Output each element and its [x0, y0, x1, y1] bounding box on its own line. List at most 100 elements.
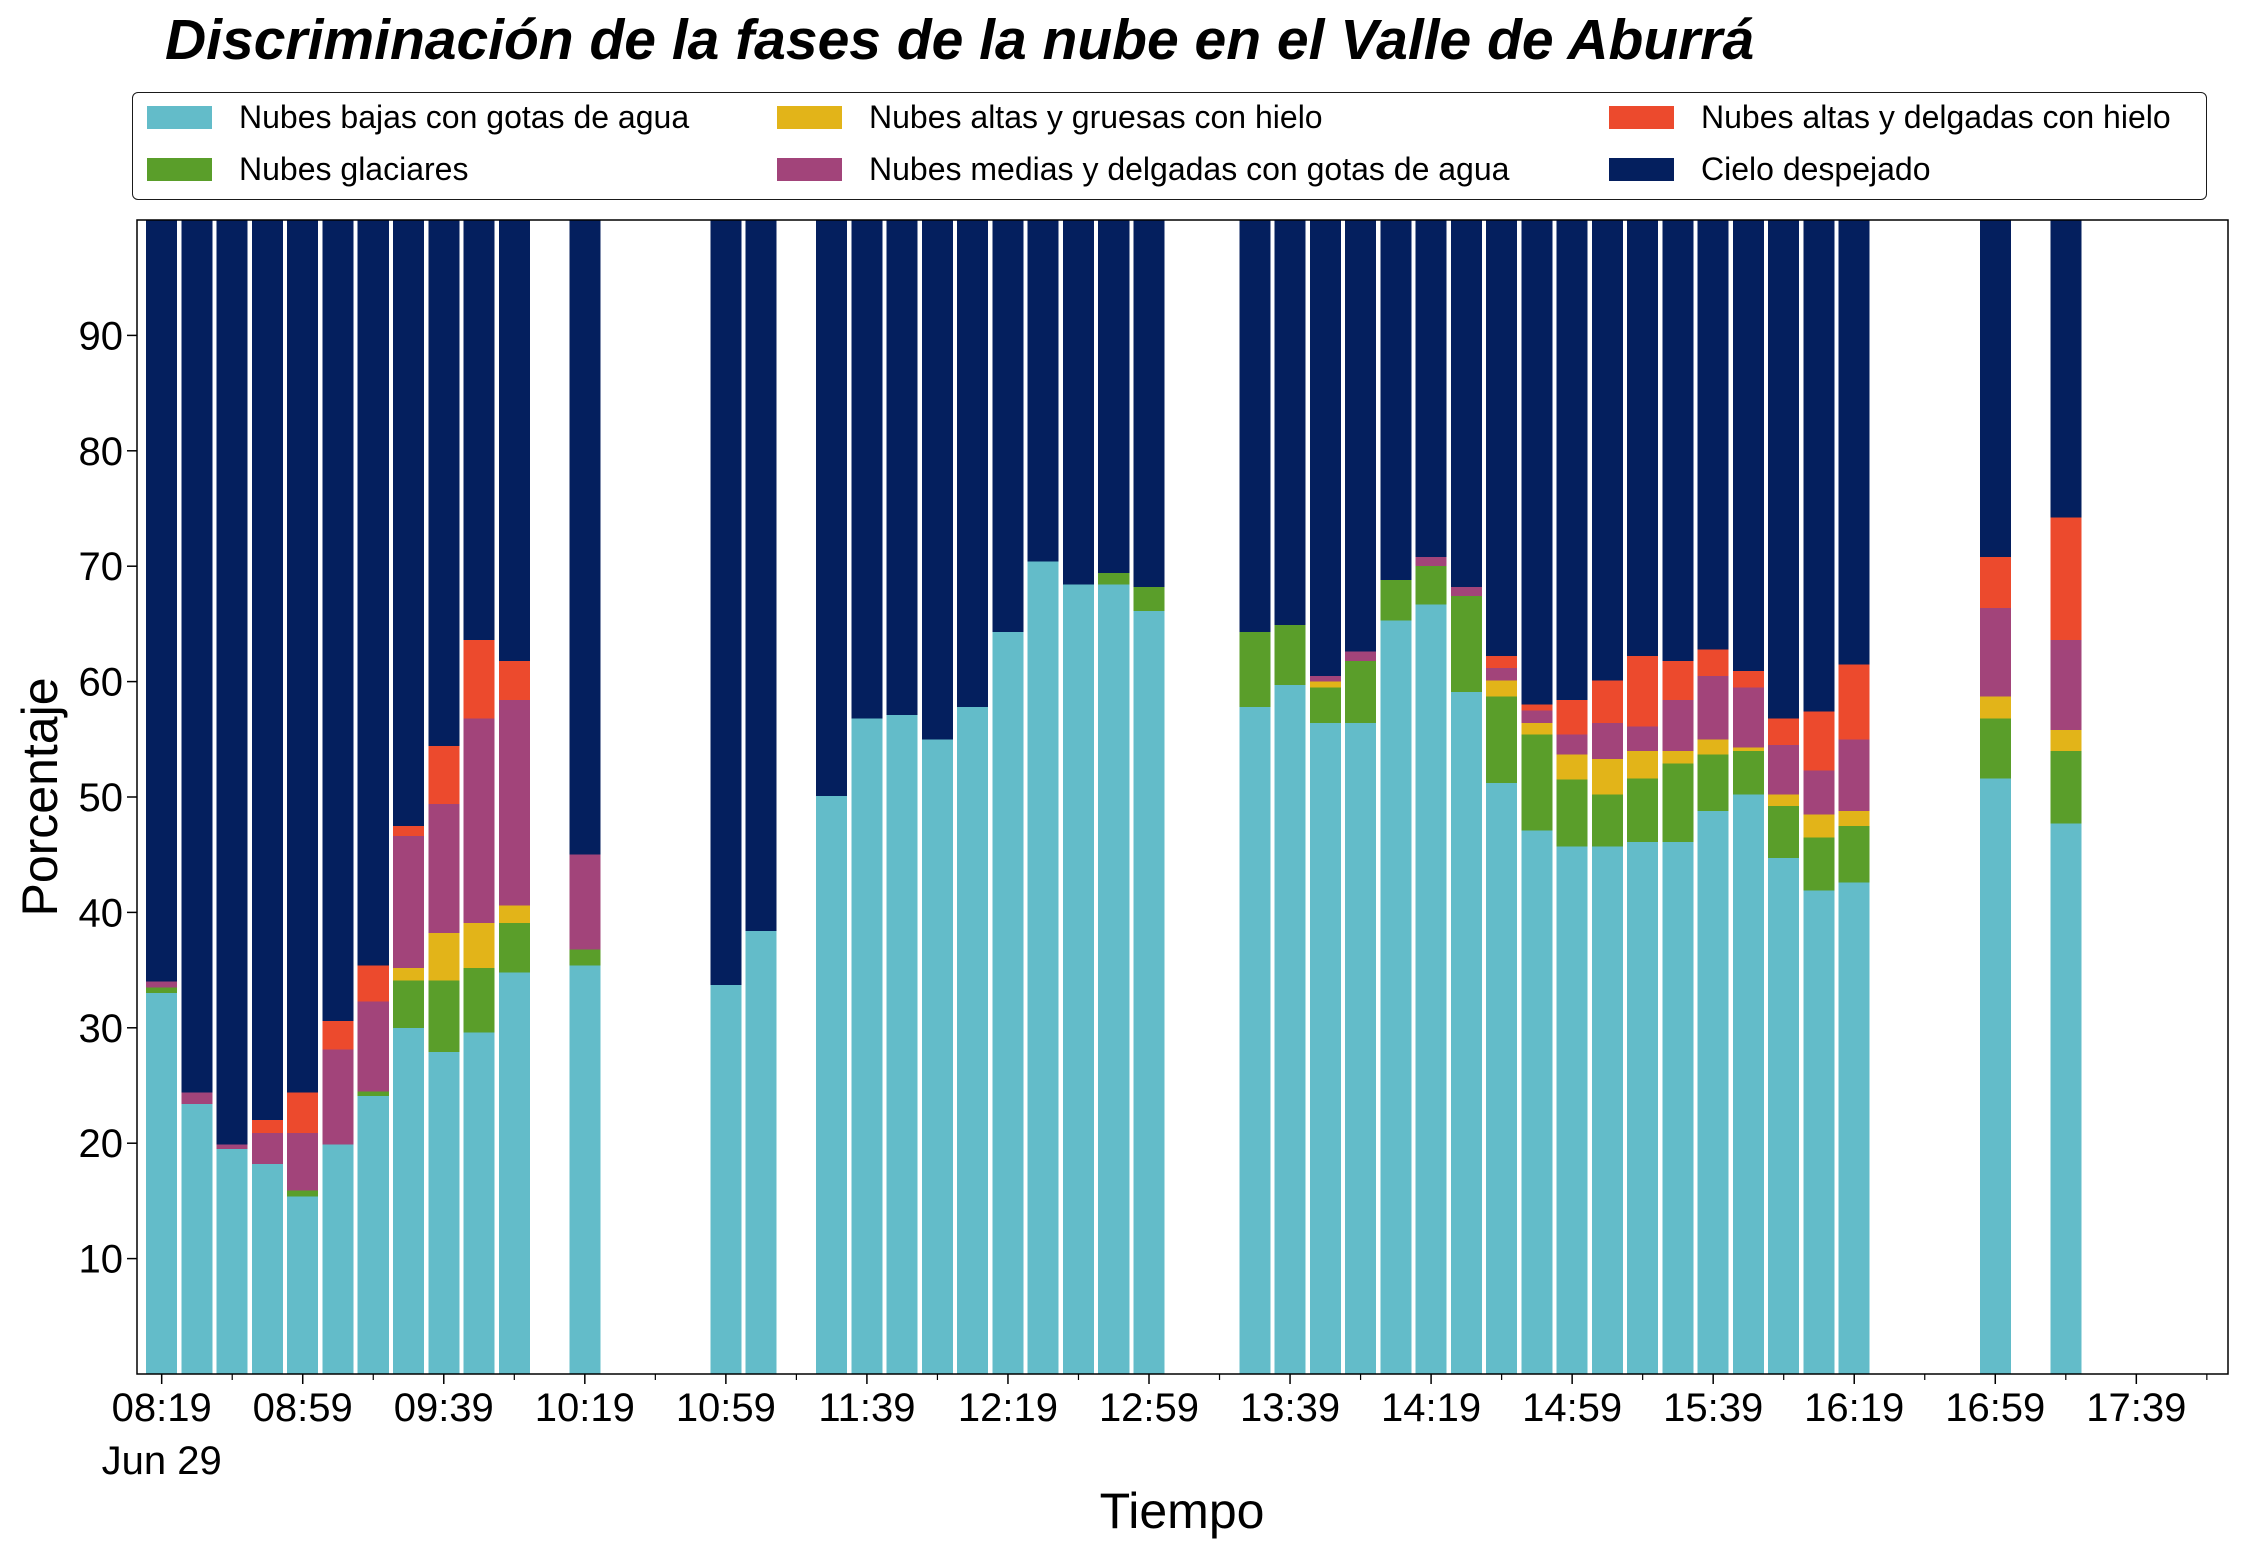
bar-nubes-altas-y-gruesas-con-hielo-1529: [1662, 750, 1694, 764]
bar-cielo-despejado-1149: [886, 220, 918, 716]
bar-nubes-altas-y-delgadas-con-hielo-0959: [498, 660, 530, 701]
bar-nubes-bajas-con-gotas-de-agua-1329: [1239, 706, 1271, 1374]
bar-nubes-altas-y-delgadas-con-hielo-1719: [2050, 517, 2082, 641]
bar-nubes-medias-y-delgadas-con-gotas-de-agua-1609: [1803, 770, 1835, 815]
bar-cielo-despejado-1349: [1309, 220, 1341, 676]
bar-cielo-despejado-1559: [1768, 220, 1800, 719]
bar-nubes-bajas-con-gotas-de-agua-0959: [498, 972, 530, 1374]
bar-nubes-medias-y-delgadas-con-gotas-de-agua-1559: [1768, 745, 1800, 795]
bar-nubes-medias-y-delgadas-con-gotas-de-agua-1449: [1521, 710, 1553, 724]
bar-nubes-medias-y-delgadas-con-gotas-de-agua-0829: [181, 1092, 213, 1104]
bar-nubes-altas-y-gruesas-con-hielo-0959: [498, 905, 530, 923]
bar-nubes-bajas-con-gotas-de-agua-1529: [1662, 842, 1694, 1374]
bar-nubes-glaciares-1559: [1768, 806, 1800, 859]
x-tick-label: 14:19: [1381, 1386, 1481, 1430]
bar-nubes-altas-y-gruesas-con-hielo-1659: [1979, 696, 2011, 719]
y-tick-label: 30: [79, 1007, 124, 1051]
y-tick-label: 80: [79, 430, 124, 474]
x-tick-label: 14:59: [1522, 1386, 1622, 1430]
bar-nubes-bajas-con-gotas-de-agua-1409: [1380, 620, 1412, 1374]
bar-nubes-glaciares-1409: [1380, 580, 1412, 621]
legend-swatch: [147, 157, 212, 181]
bar-cielo-despejado-1259: [1133, 220, 1165, 587]
x-tick-label: 12:59: [1099, 1386, 1199, 1430]
legend-label: Nubes altas y delgadas con hielo: [1701, 99, 2171, 135]
bar-nubes-altas-y-gruesas-con-hielo-1609: [1803, 814, 1835, 838]
legend-swatch: [777, 157, 842, 181]
bar-nubes-bajas-con-gotas-de-agua-1459: [1556, 846, 1588, 1374]
legend-swatch: [1609, 105, 1674, 129]
bar-cielo-despejado-1549: [1732, 220, 1764, 672]
bar-nubes-medias-y-delgadas-con-gotas-de-agua-1549: [1732, 687, 1764, 748]
bar-nubes-glaciares-0929: [393, 980, 425, 1028]
legend-swatch: [777, 105, 842, 129]
bar-cielo-despejado-0849: [251, 220, 283, 1121]
bar-nubes-altas-y-gruesas-con-hielo-1619: [1838, 810, 1870, 826]
bar-nubes-bajas-con-gotas-de-agua-0939: [428, 1052, 460, 1374]
bar-cielo-despejado-1209: [957, 220, 989, 707]
bar-nubes-altas-y-delgadas-con-hielo-1459: [1556, 700, 1588, 735]
bar-nubes-bajas-con-gotas-de-agua-1339: [1274, 685, 1306, 1374]
bar-cielo-despejado-0949: [463, 220, 495, 641]
bar-nubes-glaciares-1509: [1591, 794, 1623, 847]
legend-item-nubes-altas-delgadas: Nubes altas y delgadas con hielo: [1609, 99, 2171, 135]
legend-label: Nubes glaciares: [239, 151, 469, 187]
x-tick-label: 15:39: [1663, 1386, 1763, 1430]
bar-nubes-altas-y-gruesas-con-hielo-1539: [1697, 739, 1729, 755]
bar-nubes-medias-y-delgadas-con-gotas-de-agua-0819: [146, 981, 178, 988]
legend-item-nubes-medias-delgadas: Nubes medias y delgadas con gotas de agu…: [777, 151, 1509, 187]
bar-nubes-medias-y-delgadas-con-gotas-de-agua-0859: [287, 1132, 319, 1191]
bar-nubes-altas-y-delgadas-con-hielo-0859: [287, 1092, 319, 1133]
bar-nubes-altas-y-delgadas-con-hielo-0929: [393, 825, 425, 837]
bar-nubes-medias-y-delgadas-con-gotas-de-agua-1429: [1450, 586, 1482, 597]
bar-nubes-altas-y-delgadas-con-hielo-0949: [463, 640, 495, 719]
bar-cielo-despejado-1719: [2050, 220, 2082, 518]
legend: Nubes bajas con gotas de agua Nubes glac…: [132, 92, 2207, 200]
bar-nubes-bajas-con-gotas-de-agua-1449: [1521, 830, 1553, 1374]
bar-nubes-glaciares-1439: [1486, 696, 1518, 784]
bar-nubes-altas-y-gruesas-con-hielo-1559: [1768, 794, 1800, 807]
bar-nubes-bajas-con-gotas-de-agua-1209: [957, 706, 989, 1374]
legend-item-nubes-bajas: Nubes bajas con gotas de agua: [147, 99, 689, 135]
bar-cielo-despejado-1539: [1697, 220, 1729, 650]
bar-nubes-glaciares-1449: [1521, 734, 1553, 831]
bar-nubes-glaciares-1019: [569, 949, 601, 966]
x-tick-label: 16:19: [1804, 1386, 1904, 1430]
bar-nubes-glaciares-0919: [357, 1091, 389, 1096]
x-tick-label: 11:39: [818, 1386, 915, 1430]
bar-nubes-altas-y-gruesas-con-hielo-1719: [2050, 730, 2082, 751]
bar-nubes-bajas-con-gotas-de-agua-0839: [216, 1148, 248, 1374]
bar-cielo-despejado-1339: [1274, 220, 1306, 626]
x-tick-label: 17:39: [2086, 1386, 2186, 1430]
bar-nubes-altas-y-delgadas-con-hielo-1539: [1697, 649, 1729, 676]
bar-nubes-altas-y-gruesas-con-hielo-1439: [1486, 680, 1518, 697]
bar-nubes-glaciares-1359: [1345, 660, 1377, 724]
bar-nubes-glaciares-0859: [287, 1190, 319, 1197]
x-tick-label: 16:59: [1945, 1386, 2045, 1430]
bar-nubes-glaciares-1419: [1415, 566, 1447, 605]
bar-nubes-altas-y-delgadas-con-hielo-0919: [357, 965, 389, 1002]
legend-label: Nubes medias y delgadas con gotas de agu…: [869, 151, 1510, 187]
bar-cielo-despejado-0829: [181, 220, 213, 1093]
bar-nubes-bajas-con-gotas-de-agua-1139: [851, 718, 883, 1374]
bar-nubes-bajas-con-gotas-de-agua-1149: [886, 715, 918, 1374]
x-tick-label: 08:19: [112, 1386, 212, 1430]
bar-nubes-medias-y-delgadas-con-gotas-de-agua-0849: [251, 1132, 283, 1164]
x-tick-label: 09:39: [394, 1386, 494, 1430]
bar-nubes-glaciares-1249: [1098, 573, 1130, 585]
bar-nubes-bajas-con-gotas-de-agua-1109: [745, 930, 777, 1374]
bar-nubes-medias-y-delgadas-con-gotas-de-agua-1519: [1627, 726, 1659, 751]
bar-cielo-despejado-1159: [921, 220, 953, 740]
y-tick-label: 70: [79, 545, 124, 589]
bars-group: [146, 220, 2082, 1374]
bar-cielo-despejado-0859: [287, 220, 319, 1093]
bar-nubes-bajas-con-gotas-de-agua-1129: [816, 795, 848, 1374]
bar-nubes-glaciares-1539: [1697, 754, 1729, 811]
bar-cielo-despejado-1359: [1345, 220, 1377, 652]
bar-nubes-altas-y-delgadas-con-hielo-1519: [1627, 656, 1659, 727]
bar-nubes-medias-y-delgadas-con-gotas-de-agua-0939: [428, 803, 460, 934]
bar-nubes-glaciares-1349: [1309, 687, 1341, 724]
bar-cielo-despejado-0919: [357, 220, 389, 966]
bar-nubes-bajas-con-gotas-de-agua-1549: [1732, 794, 1764, 1374]
